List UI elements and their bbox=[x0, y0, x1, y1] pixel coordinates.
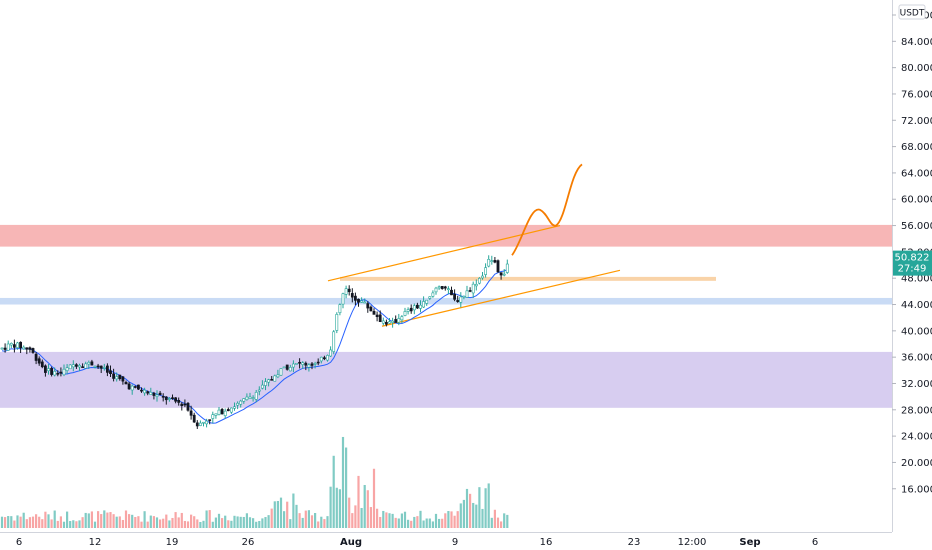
level-orange bbox=[340, 276, 716, 281]
time-axis[interactable]: 6 12 19 26 Aug 9 16 23 12:00 Sep 6 bbox=[0, 532, 932, 550]
time-tick-label: 6 bbox=[16, 537, 22, 548]
support-zone-blue bbox=[0, 297, 892, 305]
time-tick-label: 16 bbox=[540, 537, 553, 548]
price-tick-label: 56.000 bbox=[901, 221, 932, 232]
moving-average-line bbox=[1, 269, 508, 424]
price-tick-label: 16.000 bbox=[901, 484, 932, 495]
price-tick-label: 76.000 bbox=[901, 89, 932, 100]
time-tick-label: 26 bbox=[242, 537, 255, 548]
channel-lower-line bbox=[381, 269, 621, 327]
price-tick-label: 36.000 bbox=[901, 353, 932, 364]
price-tick-label: 28.000 bbox=[901, 405, 932, 416]
volume-bars bbox=[0, 436, 509, 528]
price-tick-label: 48.000 bbox=[901, 274, 932, 285]
price-tick-label: 80.000 bbox=[901, 63, 932, 74]
price-tick-label: 60.000 bbox=[901, 195, 932, 206]
last-price-value: 50.822 bbox=[895, 253, 930, 264]
time-tick-label: 12:00 bbox=[678, 537, 707, 548]
price-tick-label: 24.000 bbox=[901, 432, 932, 443]
resistance-zone bbox=[0, 224, 892, 247]
price-tick-label: 40.000 bbox=[901, 326, 932, 337]
candles bbox=[0, 255, 509, 429]
price-axis[interactable]: 88.00084.00080.00076.00072.00068.00064.0… bbox=[892, 0, 932, 532]
price-tick-label: 68.000 bbox=[901, 142, 932, 153]
price-tick-label: 84.000 bbox=[901, 37, 932, 48]
price-tick-label: 32.000 bbox=[901, 379, 932, 390]
zones-layer bbox=[0, 224, 892, 408]
time-tick-label: 23 bbox=[628, 537, 641, 548]
projection-path bbox=[511, 163, 583, 256]
price-tick-label: 44.000 bbox=[901, 300, 932, 311]
price-tick-label: 20.000 bbox=[901, 458, 932, 469]
time-tick-label: 19 bbox=[166, 537, 179, 548]
last-price-tag: 50.822 27:49 bbox=[893, 250, 932, 276]
price-tick-label: 64.000 bbox=[901, 168, 932, 179]
currency-label: USDT bbox=[900, 9, 925, 19]
time-tick-label: 6 bbox=[812, 537, 818, 548]
price-tick-label: 72.000 bbox=[901, 116, 932, 127]
time-tick-label: Sep bbox=[739, 537, 760, 548]
time-tick-label: 12 bbox=[89, 537, 102, 548]
currency-label-box[interactable] bbox=[898, 4, 926, 20]
time-tick-label: 9 bbox=[452, 537, 458, 548]
last-price-countdown: 27:49 bbox=[898, 264, 927, 275]
demand-zone-purple bbox=[0, 351, 892, 408]
time-tick-label: Aug bbox=[340, 537, 362, 548]
